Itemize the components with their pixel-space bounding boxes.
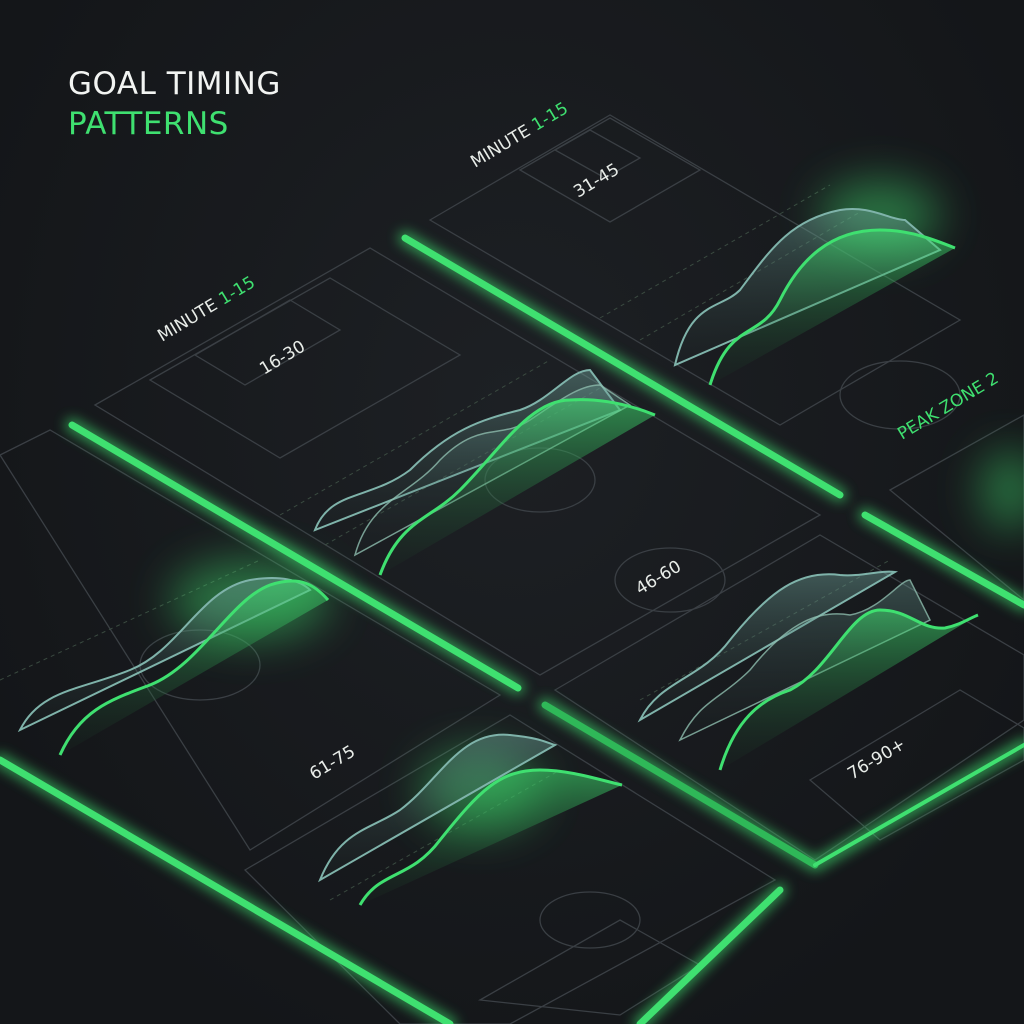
- period-label-16-30: 16-30: [256, 337, 309, 380]
- minute-label-left: MINUTE 1-15: [154, 273, 259, 347]
- title-line-2: PATTERNS: [68, 106, 229, 142]
- goal-wave-76-90: [637, 570, 979, 771]
- goal-wave-16-30: [313, 368, 656, 576]
- period-label-76-90: 76-90+: [844, 734, 909, 784]
- goal-wave-61-75: [17, 577, 330, 756]
- period-label-46-60: 46-60: [632, 557, 685, 600]
- period-label-61-75: 61-75: [306, 742, 359, 785]
- title-line-1: GOAL TIMING: [68, 66, 281, 102]
- goal-wave-31-45: [673, 208, 956, 386]
- minute-label-top: MINUTE 1-15: [467, 99, 572, 173]
- pitch-panel-16-30: [93, 247, 822, 676]
- period-label-31-45: 31-45: [570, 160, 623, 203]
- glow-bars: [0, 231, 1024, 1024]
- page-title: GOAL TIMING PATTERNS: [68, 64, 281, 144]
- goal-wave-bottom: [318, 733, 623, 906]
- peak-zone-label: PEAK ZONE 2: [894, 368, 1002, 444]
- pitch-panel-right-edge: [888, 414, 1024, 601]
- pitch-panel-31-45: [428, 114, 962, 430]
